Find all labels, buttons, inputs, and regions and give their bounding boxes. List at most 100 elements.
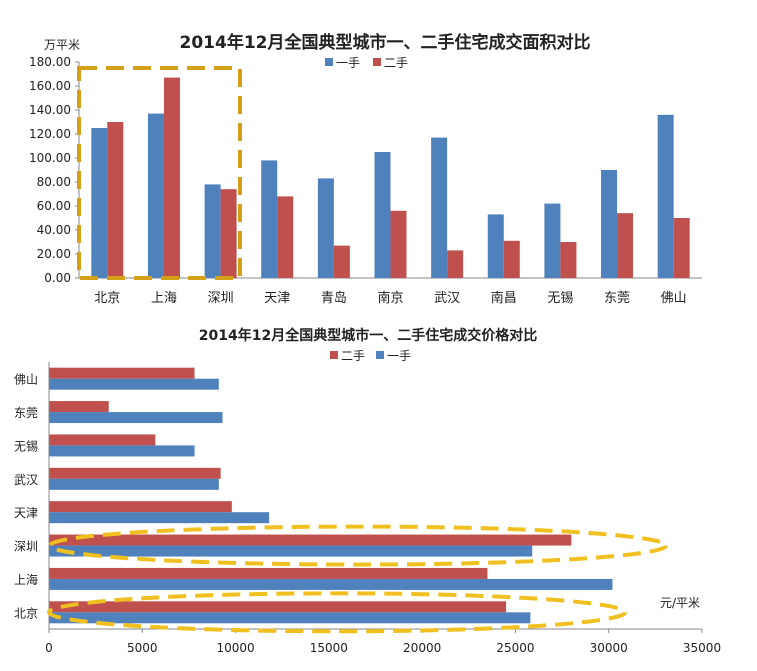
bar-二手-无锡 [560, 242, 577, 278]
bar-一手-武汉 [431, 137, 448, 278]
bars [91, 77, 690, 278]
bar-二手-东莞 [49, 401, 109, 413]
x-axis-ticks: 北京 上海 深圳 天津 青岛 南京 武汉 南昌 无锡 东莞 佛山 [94, 290, 686, 306]
legend-label: 一手 [387, 349, 411, 363]
bar-一手-上海 [49, 578, 613, 590]
legend-swatch [373, 58, 381, 66]
bar-二手-深圳 [49, 534, 572, 546]
y-tick-label: 武汉 [14, 473, 38, 487]
x-tick-label: 东莞 [604, 291, 630, 306]
legend: 一手 二手 [325, 56, 408, 70]
x-tick-label: 10000 [216, 641, 254, 655]
x-tick-label: 15000 [310, 641, 348, 655]
bar-一手-青岛 [317, 178, 334, 278]
y-tick-label: 天津 [14, 506, 38, 520]
bar-二手-青岛 [333, 245, 350, 278]
highlight-ellipse-北京 [47, 591, 627, 634]
bar-二手-上海 [49, 567, 488, 579]
chart-title: 2014年12月全国典型城市一、二手住宅成交面积对比 [180, 32, 591, 53]
y-tick-label: 深圳 [14, 540, 38, 554]
y-tick-label: 120.00 [29, 127, 71, 141]
bar-一手-上海 [147, 113, 164, 278]
x-axis-ticks: 0 5000 10000 15000 20000 25000 30000 35000 [45, 629, 721, 655]
x-tick-label: 35000 [683, 641, 721, 655]
bar-二手-深圳 [220, 189, 237, 278]
x-tick-label: 30000 [590, 641, 628, 655]
bar-二手-上海 [163, 77, 180, 278]
bar-一手-北京 [91, 128, 108, 278]
highlight-ellipse-深圳 [48, 524, 668, 567]
bar-一手-北京 [49, 612, 531, 624]
y-axis-ticks: 0.00 20.00 40.00 60.00 80.00 100.00 120.00 140.… [29, 55, 79, 285]
y-tick-label: 40.00 [37, 223, 71, 237]
bar-二手-武汉 [49, 467, 221, 479]
highlight-ellipses [47, 524, 668, 634]
bar-二手-无锡 [49, 434, 156, 446]
bar-一手-佛山 [49, 378, 219, 390]
bar-二手-天津 [277, 196, 294, 278]
x-tick-label: 0 [45, 641, 53, 655]
bar-一手-东莞 [601, 170, 618, 278]
bar-一手-深圳 [49, 545, 533, 557]
x-tick-label: 青岛 [321, 290, 347, 306]
bar-二手-北京 [107, 122, 124, 278]
x-tick-label: 南昌 [491, 290, 517, 306]
bar-一手-无锡 [49, 445, 195, 457]
bar-二手-武汉 [447, 250, 464, 278]
bars [49, 367, 613, 624]
bar-一手-佛山 [657, 114, 674, 278]
y-tick-label: 180.00 [29, 55, 71, 69]
bar-一手-南京 [374, 152, 391, 278]
x-tick-label: 天津 [264, 291, 290, 306]
bar-二手-北京 [49, 601, 507, 613]
legend-swatch [376, 351, 384, 359]
y-tick-label: 60.00 [37, 199, 71, 213]
legend-label: 二手 [384, 56, 408, 70]
x-tick-label: 无锡 [547, 291, 573, 306]
y-tick-label: 100.00 [29, 151, 71, 165]
bar-二手-佛山 [49, 367, 195, 379]
x-tick-label: 上海 [151, 291, 177, 306]
bar-二手-南京 [390, 210, 407, 278]
y-axis-ticks: 北京 上海 深圳 天津 武汉 无锡 东莞 佛山 [14, 373, 38, 621]
area-comparison-chart: 2014年12月全国典型城市一、二手住宅成交面积对比 万平米 一手 二手 0.00… [29, 32, 702, 306]
chart-title: 2014年12月全国典型城市一、二手住宅成交价格对比 [199, 327, 537, 344]
price-comparison-chart: 2014年12月全国典型城市一、二手住宅成交价格对比 二手 一手 北京 上海 深圳 天津… [14, 327, 721, 655]
bar-二手-佛山 [673, 218, 690, 278]
y-tick-label: 140.00 [29, 103, 71, 117]
y-tick-label: 无锡 [14, 438, 38, 453]
x-tick-label: 北京 [94, 291, 120, 306]
bar-一手-武汉 [49, 478, 219, 490]
y-tick-label: 80.00 [37, 175, 71, 189]
bar-一手-无锡 [544, 203, 561, 278]
legend-label: 一手 [336, 56, 360, 70]
y-tick-label: 20.00 [37, 247, 71, 261]
bar-二手-东莞 [617, 213, 634, 278]
x-tick-label: 深圳 [208, 291, 234, 306]
bar-二手-南昌 [503, 240, 520, 278]
x-axis-unit-label: 元/平米 [660, 596, 700, 610]
y-tick-label: 上海 [14, 572, 38, 587]
y-tick-label: 0.00 [44, 271, 71, 285]
legend-label: 二手 [341, 349, 365, 363]
highlight-box [77, 66, 242, 280]
x-tick-label: 25000 [496, 641, 534, 655]
x-tick-label: 5000 [127, 641, 158, 655]
x-tick-label: 南京 [377, 290, 403, 306]
y-tick-label: 东莞 [14, 406, 38, 420]
bar-一手-天津 [49, 512, 270, 524]
legend-swatch [330, 351, 338, 359]
legend-swatch [325, 58, 333, 66]
legend: 二手 一手 [330, 349, 411, 363]
y-tick-label: 北京 [14, 606, 38, 620]
y-axis-unit-label: 万平米 [44, 38, 80, 52]
y-tick-label: 佛山 [14, 373, 38, 387]
y-tick-label: 160.00 [29, 79, 71, 93]
x-tick-label: 20000 [403, 641, 441, 655]
bar-一手-东莞 [49, 412, 223, 424]
x-tick-label: 佛山 [661, 291, 687, 306]
bar-二手-天津 [49, 501, 232, 513]
x-tick-label: 武汉 [434, 291, 460, 306]
bar-一手-深圳 [204, 184, 221, 278]
